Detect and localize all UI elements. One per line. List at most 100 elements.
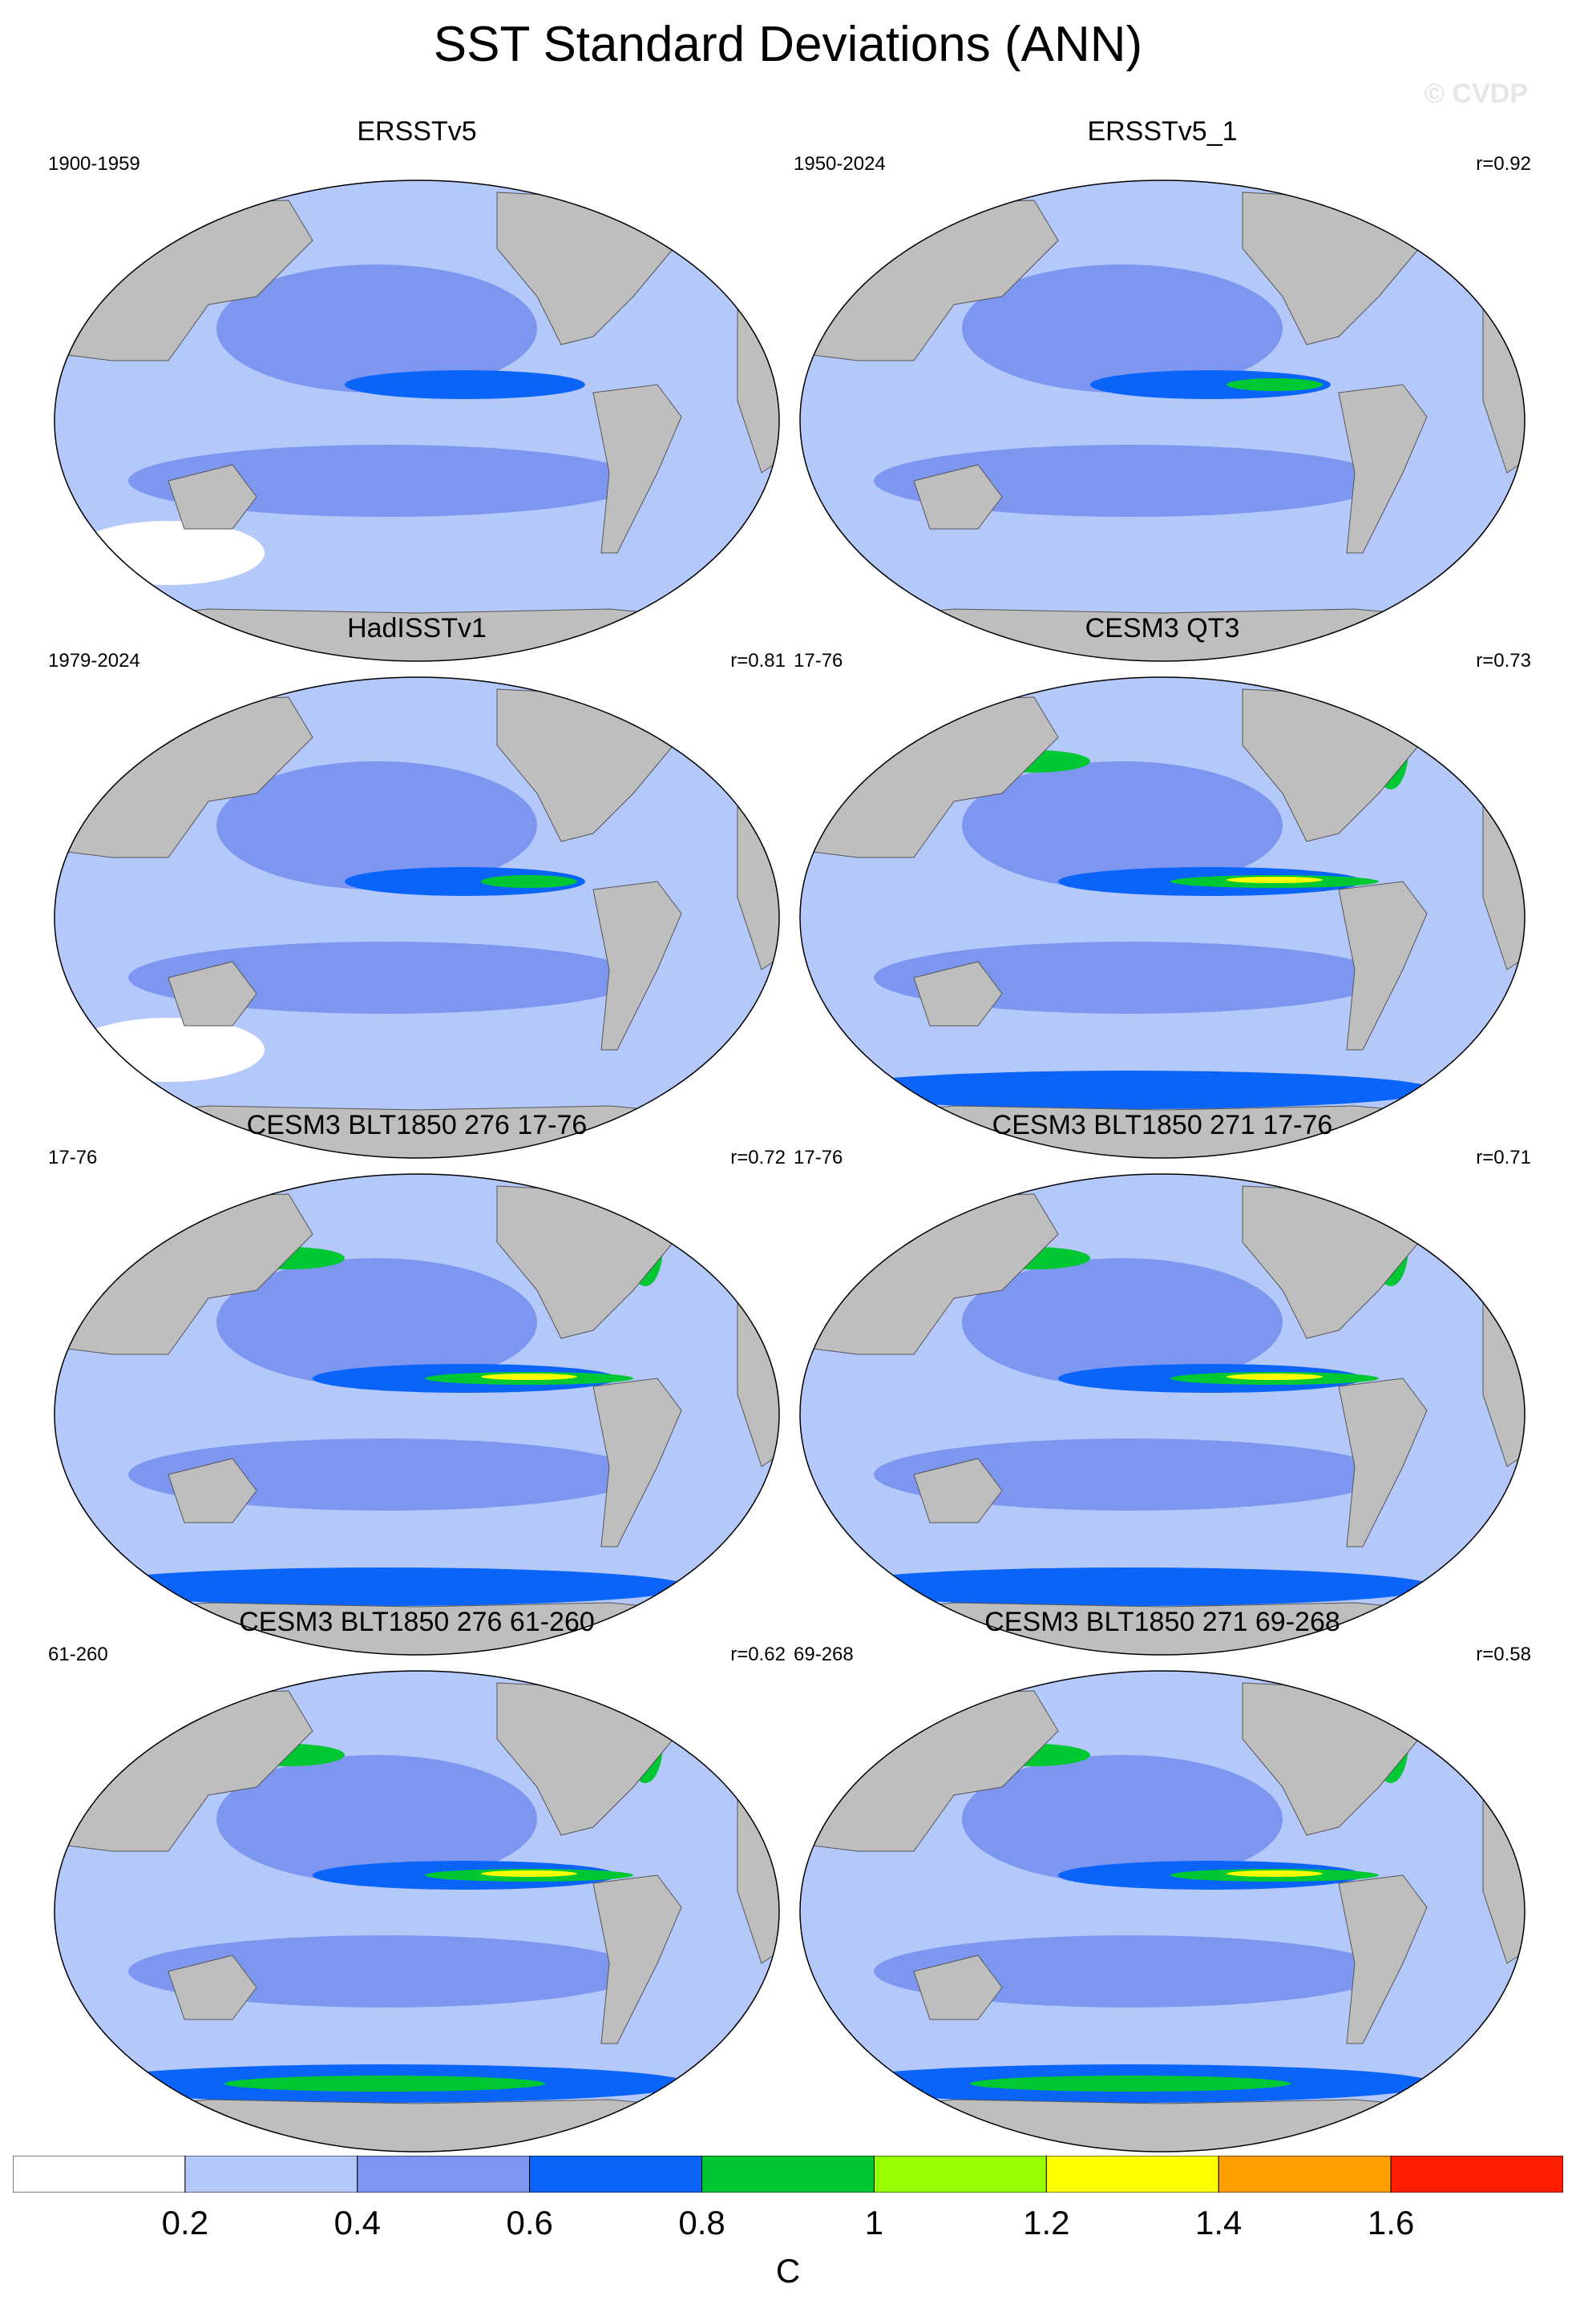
map-panel: CESM3 BLT1850 276 61-260 61-260 r=0.62	[48, 1607, 786, 2153]
panel-correlation: r=0.58	[1476, 1644, 1531, 1665]
south-america-land	[1338, 1378, 1428, 1547]
greenland-land	[1426, 1678, 1484, 1728]
colorbar-labels: 0.2 0.4 0.6 0.8 1 1.2 1.4 1.6	[0, 2204, 1576, 2252]
colorbar-tick-label: 0.2	[161, 2204, 209, 2241]
panel-period: 17-76	[794, 650, 843, 672]
map-border	[799, 676, 1525, 1159]
colorbar-unit: C	[775, 2252, 801, 2290]
greenland-land	[1426, 1181, 1484, 1231]
south-america-land	[1338, 1874, 1428, 2044]
colorbar	[13, 2156, 1563, 2193]
south-america-land	[1338, 384, 1428, 554]
north-pacific-band	[962, 264, 1283, 393]
colorbar-tick-label: 0.6	[506, 2204, 553, 2241]
australia-land	[913, 1458, 1003, 1523]
map-border	[54, 1670, 780, 2153]
panel-title: CESM3 BLT1850 271 17-76	[992, 1110, 1333, 1140]
map-panel: CESM3 BLT1850 271 17-76 17-76 r=0.71	[794, 1110, 1531, 1656]
enso-tongue	[345, 867, 585, 896]
southern-ocean-core	[970, 2076, 1291, 2092]
north-pacific-band	[216, 1258, 537, 1386]
map-border	[799, 1173, 1525, 1656]
southern-ocean-band	[826, 1071, 1435, 1109]
enso-tongue	[1090, 370, 1331, 399]
panel-title: CESM3 BLT1850 276 17-76	[246, 1110, 588, 1140]
colorbar-segment	[1045, 2156, 1219, 2193]
south-america-land	[592, 384, 682, 554]
australia-land	[168, 1955, 257, 2020]
panel-correlation: r=0.62	[730, 1644, 786, 1665]
greenland-land	[1426, 684, 1484, 734]
panel-title: HadISSTv1	[347, 613, 487, 644]
low-variance-patch	[72, 521, 265, 585]
antarctica-land	[55, 2099, 779, 2152]
watermark: © CVDP	[1424, 79, 1528, 109]
world-map	[54, 1670, 780, 2153]
map-border	[799, 1670, 1525, 2153]
enso-peak	[481, 1870, 577, 1877]
enso-peak	[481, 1374, 577, 1380]
world-map	[799, 180, 1525, 662]
greenland-land	[1426, 188, 1484, 237]
colorbar-segment	[13, 2156, 186, 2193]
south-america-land	[592, 1874, 682, 2044]
panel-title: ERSSTv5_1	[1087, 116, 1238, 147]
panel-period: 1900-1959	[48, 153, 140, 175]
low-variance-patch	[72, 1018, 265, 1082]
colorbar-segment	[701, 2156, 875, 2193]
colorbar-tick-label: 1	[864, 2204, 884, 2241]
world-map	[799, 676, 1525, 1159]
page-title: SST Standard Deviations (ANN)	[433, 17, 1143, 72]
map-border	[799, 180, 1525, 662]
panel-correlation: r=0.71	[1476, 1147, 1531, 1168]
southern-band	[128, 445, 641, 517]
colorbar-tick-label: 0.4	[333, 2204, 381, 2241]
southern-band	[874, 942, 1387, 1014]
colorbar-tick-label: 1.2	[1023, 2204, 1070, 2241]
panel-period: 17-76	[48, 1147, 98, 1168]
colorbar-segment	[529, 2156, 703, 2193]
colorbar-tick-label: 0.8	[678, 2204, 725, 2241]
panel-period: 1950-2024	[794, 153, 886, 175]
southern-ocean-core	[224, 2076, 545, 2092]
panel-period: 1979-2024	[48, 650, 140, 672]
colorbar-segment	[1218, 2156, 1392, 2193]
southern-band	[128, 1935, 641, 2007]
colorbar-segment	[357, 2156, 531, 2193]
australia-land	[913, 961, 1003, 1027]
australia-land	[913, 1955, 1003, 2020]
world-map	[799, 1173, 1525, 1656]
southern-band	[128, 942, 641, 1014]
australia-land	[168, 961, 257, 1027]
greenland-land	[681, 1181, 738, 1231]
panel-title: CESM3 BLT1850 271 69-268	[984, 1607, 1340, 1637]
world-map	[54, 676, 780, 1159]
panel-period: 17-76	[794, 1147, 843, 1168]
north-pacific-band	[962, 761, 1283, 890]
greenland-land	[681, 1678, 738, 1728]
panel-period: 61-260	[48, 1644, 108, 1665]
enso-peak	[1226, 1374, 1323, 1380]
australia-land	[168, 1458, 257, 1523]
australia-land	[168, 464, 257, 530]
southern-band	[874, 1438, 1387, 1511]
colorbar-segment	[184, 2156, 358, 2193]
enso-peak	[1226, 877, 1323, 883]
enso-core	[1226, 378, 1323, 391]
map-border	[54, 1173, 780, 1656]
colorbar-segment	[1390, 2156, 1563, 2193]
australia-land	[913, 464, 1003, 530]
antarctica-land	[800, 2099, 1525, 2152]
south-america-land	[592, 1378, 682, 1547]
panel-title: CESM3 QT3	[1085, 613, 1240, 644]
southern-ocean-band	[826, 1567, 1435, 1606]
panel-title: CESM3 BLT1850 276 61-260	[239, 1607, 595, 1637]
enso-peak	[1226, 1870, 1323, 1877]
world-map	[799, 1670, 1525, 2153]
south-america-land	[592, 881, 682, 1051]
map-panel: ERSSTv5_1 1950-2024 r=0.92	[794, 116, 1531, 662]
world-map	[54, 180, 780, 662]
map-panel: CESM3 BLT1850 276 17-76 17-76 r=0.72	[48, 1110, 786, 1656]
map-border	[54, 180, 780, 662]
north-pacific-band	[962, 1258, 1283, 1386]
